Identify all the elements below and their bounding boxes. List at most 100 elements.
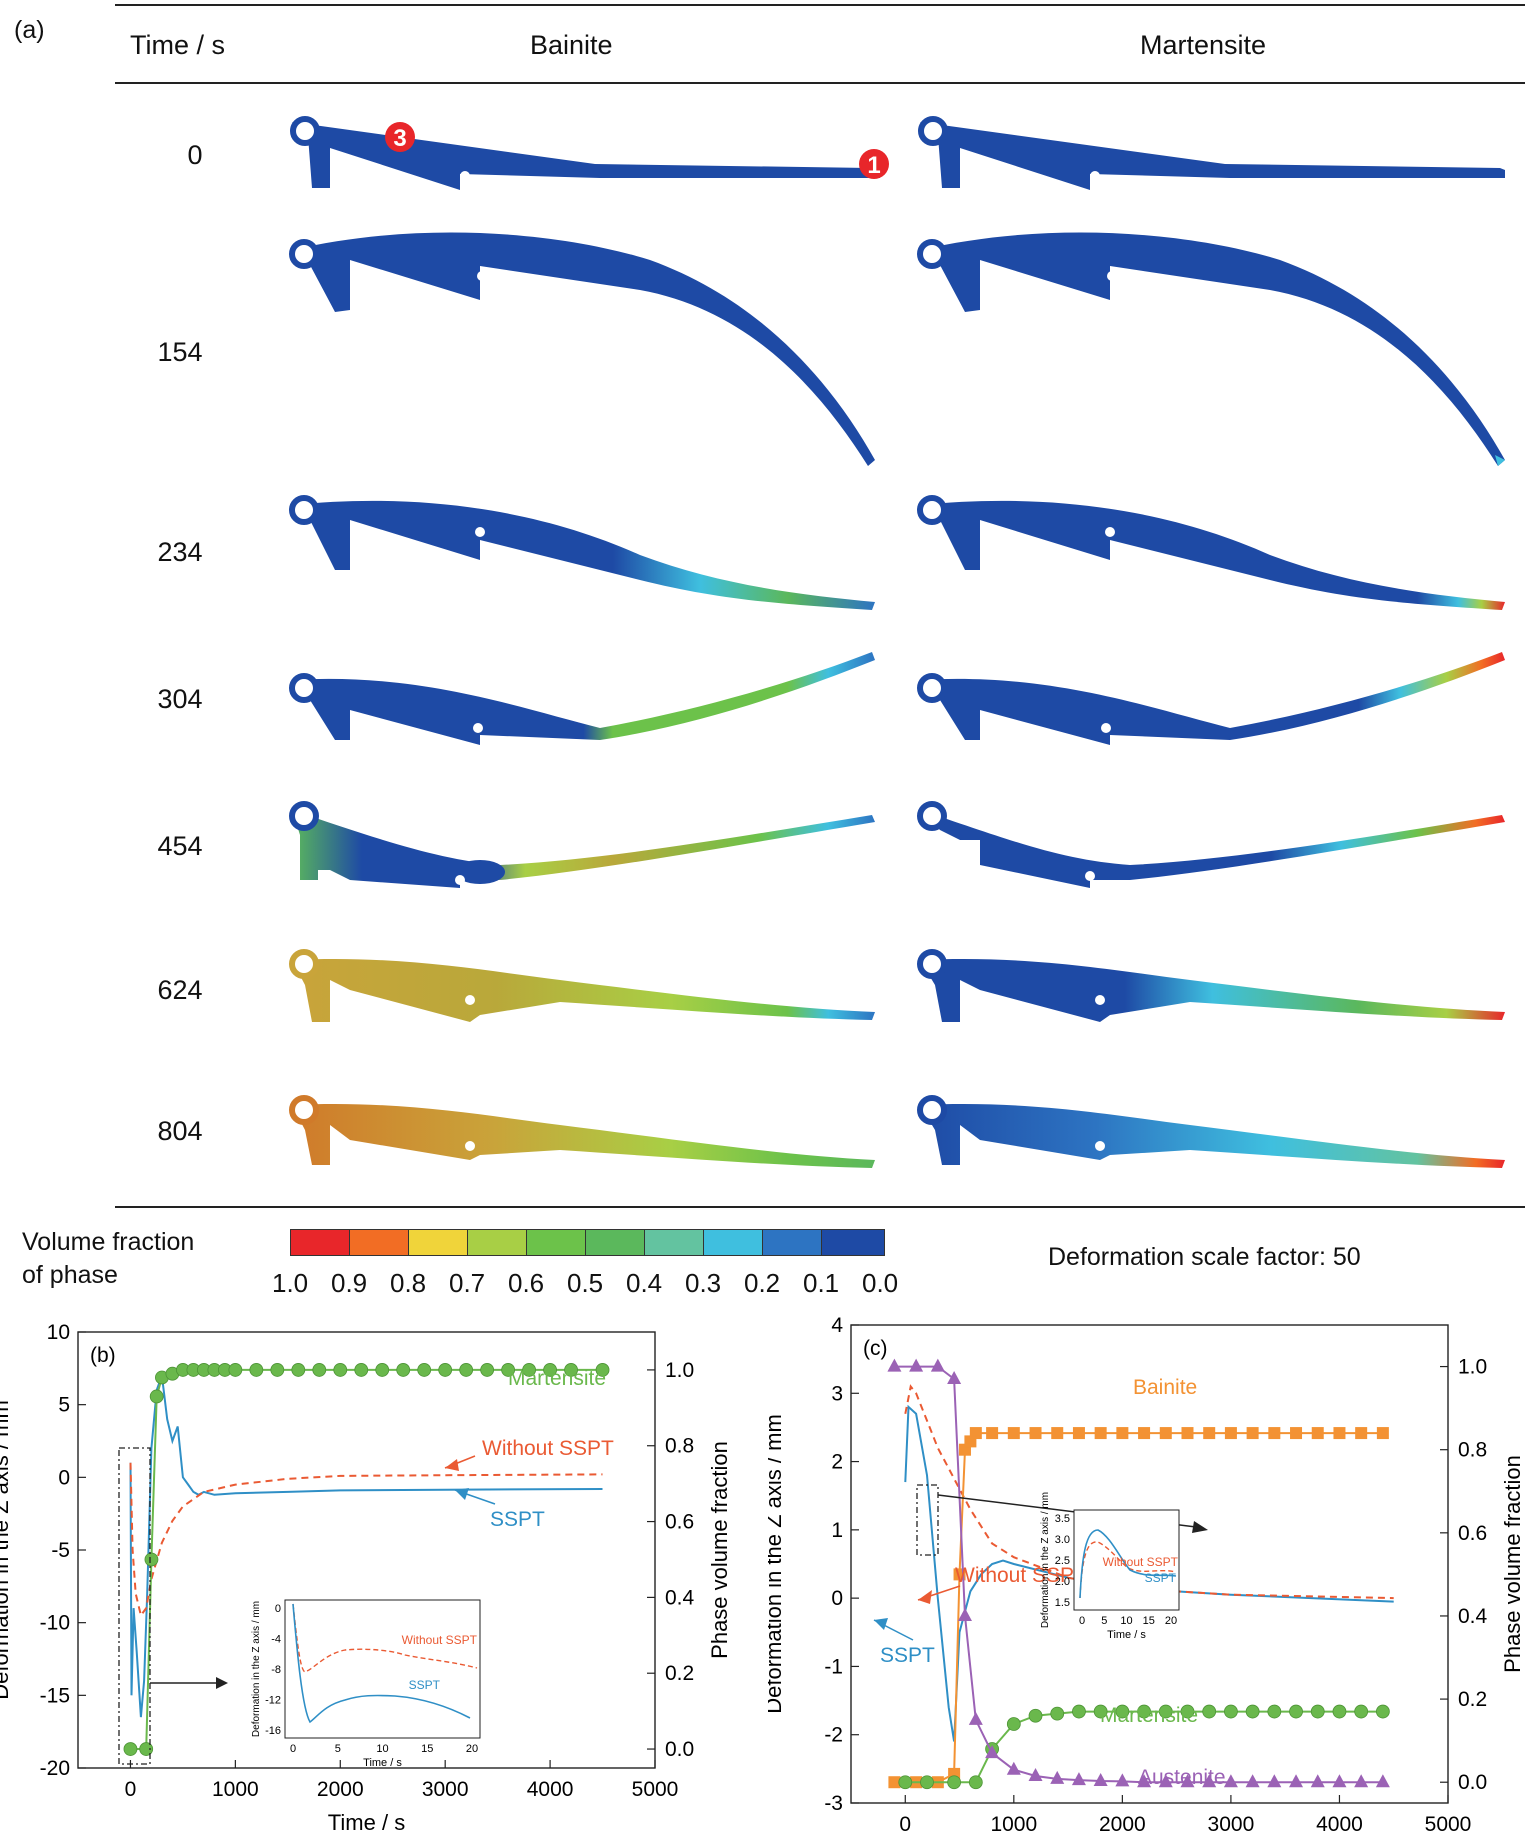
inset-x-tick-label: 20 (1165, 1615, 1177, 1627)
inset-x-axis-label: Time / s (363, 1757, 402, 1769)
y2-axis-label: Phase volume fraction (707, 1441, 732, 1659)
data-point (144, 1552, 159, 1567)
data-point (920, 1775, 934, 1790)
colorbar-swatch (290, 1229, 350, 1256)
inset-y-tick-label: -12 (265, 1695, 281, 1707)
time-label: 804 (157, 1116, 203, 1146)
y2-axis-label: Phase volume fraction (1500, 1455, 1525, 1673)
series-line-without-sspt (129, 1462, 603, 1618)
x-tick-label: 5000 (1425, 1813, 1472, 1836)
y-tick-label: 0 (831, 1587, 843, 1610)
data-point (459, 1363, 474, 1377)
data-point (1375, 1774, 1390, 1788)
top-rule (115, 4, 1525, 6)
colorbar-swatch (644, 1229, 704, 1256)
inset-plot: 0 5 10 15 20 0 -4 -8 -12 -16 Time / s Deformation i… (251, 1599, 481, 1769)
data-point (1006, 1761, 1021, 1775)
data-point (888, 1776, 901, 1789)
data-point (947, 1775, 962, 1790)
data-point (1332, 1774, 1347, 1788)
data-point (522, 1363, 537, 1377)
x-axis-label: Time / s (1111, 1845, 1188, 1847)
data-point (1289, 1774, 1304, 1788)
data-point (543, 1363, 557, 1377)
part-bainite-t454 (289, 801, 875, 888)
data-point (438, 1363, 453, 1377)
data-point (1028, 1767, 1043, 1781)
colorbar-title: Volume fraction of phase (22, 1226, 194, 1292)
colorbar-title-line2: of phase (22, 1261, 118, 1289)
data-point (480, 1363, 495, 1377)
data-point (1159, 1427, 1172, 1440)
data-point (1224, 1427, 1237, 1440)
data-point (312, 1363, 327, 1377)
y-tick-label: 3 (831, 1382, 843, 1405)
zoom-arrowhead (1192, 1521, 1208, 1533)
x-tick-label: 5000 (632, 1778, 679, 1801)
colorbar-tick: 1.0 (272, 1268, 309, 1298)
inset-label-without-sspt: Without SSPT (1103, 1555, 1179, 1569)
colorbar-title-line1: Volume fraction (22, 1228, 195, 1256)
y-tick-label: -20 (40, 1757, 70, 1780)
inset-y-axis-label: Deformation in the Z axis / mm (251, 1601, 262, 1737)
time-label: 624 (157, 975, 203, 1005)
inset-x-tick-label: 10 (376, 1743, 388, 1755)
data-point (564, 1363, 578, 1377)
part-martensite-t624 (917, 949, 1505, 1022)
y-axis-label: Deformation in the Z axis / mm (768, 1414, 786, 1714)
data-point (1224, 1704, 1238, 1719)
inset-frame (1073, 1509, 1180, 1611)
data-point (947, 1371, 962, 1385)
data-point (1071, 1772, 1086, 1786)
time-label: 454 (157, 831, 203, 861)
inset-label-without-sspt: Without SSPT (402, 1633, 478, 1647)
colorbar (290, 1229, 885, 1256)
part-martensite-t304 (917, 652, 1505, 745)
data-point (1246, 1427, 1259, 1440)
part-bainite-t154 (289, 232, 875, 466)
data-point (1267, 1704, 1282, 1719)
data-point (1050, 1706, 1065, 1721)
header-rule (115, 82, 1525, 84)
data-point (1007, 1427, 1020, 1440)
y-tick-label: 0 (58, 1466, 70, 1489)
part-bainite-t804 (289, 1095, 875, 1168)
part-martensite-t804 (917, 1095, 1505, 1168)
data-point (898, 1775, 913, 1790)
part-martensite-t454 (917, 801, 1505, 888)
data-point (139, 1742, 154, 1756)
marker-1: 1 (859, 149, 889, 179)
part-bainite-t234 (289, 495, 875, 610)
data-point (957, 1607, 972, 1621)
data-point (1029, 1427, 1042, 1440)
header-martensite: Martensite (1140, 30, 1267, 60)
y2-tick-label: 0.6 (665, 1511, 694, 1534)
inset-line-sspt (1079, 1529, 1177, 1599)
data-point (1354, 1774, 1369, 1788)
x-tick-label: 0 (899, 1813, 911, 1836)
data-point (1094, 1427, 1107, 1440)
colorbar-tick: 0.7 (449, 1268, 486, 1298)
colorbar-tick: 0.1 (803, 1268, 840, 1298)
colorbar-tick: 0.5 (567, 1268, 604, 1298)
data-point (333, 1363, 348, 1377)
inset-x-tick-label: 5 (335, 1743, 341, 1755)
y-tick-label: 5 (58, 1394, 70, 1417)
inset-y-tick-label: 3.5 (1055, 1513, 1070, 1525)
annotation-arrowhead (874, 1618, 888, 1630)
header-bainite: Bainite (530, 30, 613, 60)
data-point (249, 1363, 264, 1377)
svg-text:1: 1 (867, 152, 880, 179)
x-tick-label: 2000 (1099, 1813, 1146, 1836)
inset-y-tick-label: -8 (271, 1664, 281, 1676)
data-point (1138, 1427, 1151, 1440)
series-annotation: Without SSPT (482, 1437, 614, 1460)
colorbar-swatch (467, 1229, 527, 1256)
time-label: 154 (157, 337, 203, 367)
x-tick-label: 1000 (990, 1813, 1037, 1836)
inset-line-sspt (292, 1603, 471, 1724)
data-point (1333, 1427, 1346, 1440)
data-point (1137, 1774, 1152, 1788)
y-tick-label: -10 (40, 1612, 70, 1635)
data-point (1268, 1427, 1281, 1440)
